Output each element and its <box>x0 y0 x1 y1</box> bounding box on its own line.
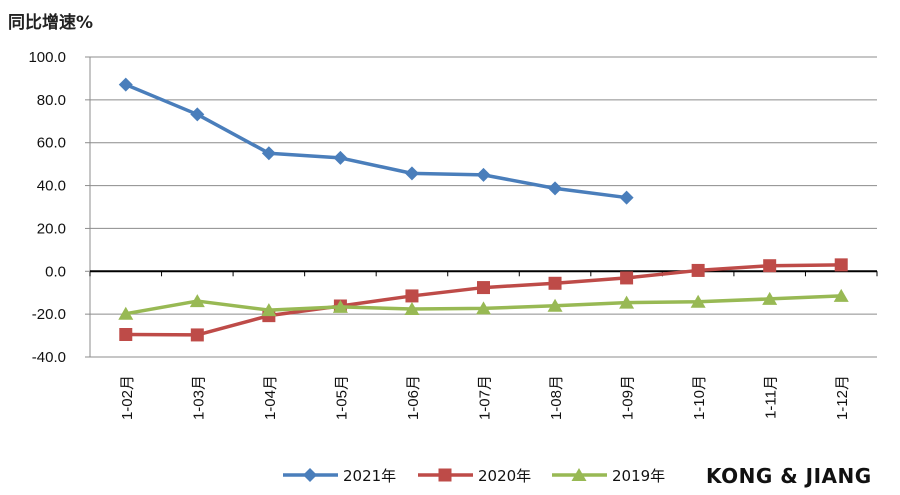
y-tick-label: 60.0 <box>37 135 66 152</box>
data-point <box>404 302 420 315</box>
x-tick-label: 1-05月 <box>333 375 350 420</box>
data-point <box>833 288 849 302</box>
legend-label: 2021年 <box>343 467 396 485</box>
data-point <box>118 77 133 92</box>
x-tick-label: 1-06月 <box>405 375 422 420</box>
data-point <box>763 259 777 273</box>
legend-item: 2021年 <box>283 467 396 485</box>
y-axis-title: 同比增速% <box>8 13 94 33</box>
data-point <box>691 263 705 277</box>
x-tick-label: 1-08月 <box>548 375 565 420</box>
data-point <box>619 190 634 205</box>
data-point <box>548 181 563 196</box>
data-point <box>190 328 204 342</box>
data-point <box>476 167 491 182</box>
y-tick-label: 0.0 <box>45 263 66 280</box>
x-tick-label: 1-03月 <box>190 375 207 420</box>
y-tick-label: 80.0 <box>37 92 66 109</box>
series-line <box>125 83 627 200</box>
watermark: KONG & JIANG <box>706 464 872 488</box>
series-lines <box>118 77 849 342</box>
data-point <box>405 289 419 303</box>
data-point <box>190 107 205 122</box>
data-point <box>332 299 348 313</box>
x-tick-label: 1-04月 <box>262 375 279 420</box>
data-point <box>476 301 491 315</box>
x-tick-label: 1-07月 <box>477 375 494 420</box>
data-point <box>118 306 134 320</box>
series-2020年 <box>119 258 848 342</box>
data-point <box>189 294 205 308</box>
legend-marker <box>571 468 587 481</box>
x-tick-labels: 1-02月 1-03月 1-04月 1-05月 1-06月 1-07月 1-08月 1-09月… <box>119 375 851 420</box>
y-tick-labels: 100.0 80.0 60.0 40.0 20.0 0.0 -20.0 -40.0 <box>28 49 66 366</box>
data-point <box>548 276 562 290</box>
legend: 2021年 2020年 2019年 <box>283 467 665 485</box>
data-point <box>261 303 277 317</box>
y-tick-label: -40.0 <box>32 349 66 366</box>
y-tick-label: 100.0 <box>28 49 66 66</box>
gridlines <box>90 56 877 358</box>
legend-item: 2019年 <box>552 467 665 485</box>
legend-label: 2020年 <box>478 467 531 485</box>
legend-marker <box>303 468 317 482</box>
x-tick-label: 1-12月 <box>834 375 851 420</box>
data-point <box>619 295 635 309</box>
series-2021年 <box>118 77 634 205</box>
data-point <box>333 150 348 165</box>
data-point <box>404 166 419 181</box>
data-point <box>477 281 490 295</box>
data-point <box>261 146 276 161</box>
y-tick-label: -20.0 <box>32 306 66 323</box>
y-tick-label: 20.0 <box>37 220 66 237</box>
data-point <box>119 328 133 341</box>
data-point <box>834 258 848 272</box>
x-tick-label: 1-09月 <box>620 375 637 420</box>
data-point <box>762 291 778 305</box>
x-tick-label: 1-10月 <box>691 375 708 420</box>
series-2019年 <box>118 288 849 320</box>
legend-label: 2019年 <box>612 467 665 485</box>
legend-marker <box>438 468 452 482</box>
x-tick-label: 1-02月 <box>119 375 136 420</box>
data-point <box>690 294 706 308</box>
data-point <box>547 298 563 312</box>
legend-item: 2020年 <box>418 467 531 485</box>
axes <box>85 56 878 358</box>
x-tick-label: 1-11月 <box>763 375 780 419</box>
y-tick-label: 40.0 <box>37 178 66 195</box>
data-point <box>620 271 634 285</box>
